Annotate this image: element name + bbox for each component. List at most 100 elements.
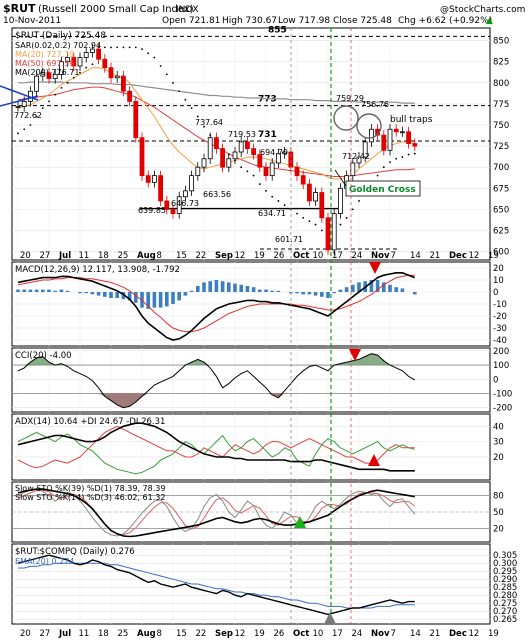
candle-body xyxy=(83,52,89,58)
sar-dot xyxy=(339,223,342,226)
candle-body xyxy=(294,166,300,177)
sar-dot xyxy=(296,212,298,215)
macd-histogram-bar xyxy=(413,292,417,295)
candle-body xyxy=(213,137,219,150)
candle-body xyxy=(151,175,157,183)
x-axis-label-bottom: 27 xyxy=(40,629,51,639)
macd-histogram-bar xyxy=(251,287,256,292)
sar-dot xyxy=(246,170,249,173)
candle-body xyxy=(40,72,46,77)
price-panel-tick-label: 625 xyxy=(493,226,509,236)
macd-histogram-bar xyxy=(65,290,70,292)
macd-histogram-bar xyxy=(233,283,237,292)
candle-body xyxy=(263,166,269,177)
ratio-panel-tick-label: 0.285 xyxy=(493,583,517,593)
price-panel-tick-label: 750 xyxy=(493,121,509,131)
candle-body xyxy=(176,196,182,215)
macd-histogram-bar xyxy=(208,281,212,292)
x-axis-label: 17 xyxy=(332,251,343,261)
ratio-title: $RUT:$COMPQ (Daily) 0.276 xyxy=(15,547,135,557)
price-panel-tick-label: 700 xyxy=(493,163,509,173)
ratio-panel-tick-label: 0.265 xyxy=(493,615,517,625)
x-axis-label-bottom: Oct xyxy=(293,629,309,639)
candle-body xyxy=(127,90,132,102)
red-up-arrow xyxy=(368,454,380,466)
x-axis-label: Jul xyxy=(58,251,71,261)
x-axis-label-bottom: 11 xyxy=(79,629,90,639)
x-axis-label: 10 xyxy=(313,251,324,261)
price-title: $RUT (Daily) 725.48 xyxy=(15,31,106,41)
price-annotation: 663.56 xyxy=(203,190,231,199)
sar-dot xyxy=(308,220,311,223)
x-axis-label-bottom: 22 xyxy=(196,629,207,639)
x-axis-label-bottom: Nov xyxy=(371,629,390,639)
macd-histogram-bar xyxy=(270,290,274,292)
x-axis-label-bottom: Dec xyxy=(449,629,467,639)
macd-histogram-bar xyxy=(34,289,39,292)
ratio-panel: 0.3050.3000.2950.2900.2850.2800.2750.270… xyxy=(11,543,517,625)
macd-histogram-bar xyxy=(189,290,194,292)
macd-histogram-bar xyxy=(127,292,132,301)
candle-body xyxy=(133,100,139,139)
x-axis-label: 27 xyxy=(40,251,51,261)
chart-name: (Russell 2000 Small Cap Index) xyxy=(38,4,194,15)
macd-signal-line xyxy=(17,274,415,333)
x-axis-label: 14 xyxy=(410,251,421,261)
candle-body xyxy=(381,134,387,151)
sar-dot xyxy=(128,46,131,49)
x-axis-label: 22 xyxy=(196,251,207,261)
price-legend-3: MA(200) 776.71 xyxy=(15,68,79,77)
ratio-panel-tick-label: 0.270 xyxy=(493,607,517,617)
x-axis-label: 12 xyxy=(235,251,246,261)
x-axis-label-bottom: 15 xyxy=(176,629,187,639)
sar-dot xyxy=(29,124,32,126)
macd-histogram-bar xyxy=(115,292,119,298)
candle-body xyxy=(21,100,27,107)
sar-dot xyxy=(240,166,243,169)
macd-histogram-bar xyxy=(264,289,268,292)
ratio-panel-tick-label: 0.300 xyxy=(493,559,517,569)
macd-histogram-bar xyxy=(214,280,219,292)
x-axis-label: 8 xyxy=(157,251,162,261)
sar-dot xyxy=(91,63,94,66)
candle-body xyxy=(71,57,77,67)
red-down-arrow xyxy=(349,349,361,361)
sto-panel: 80 50 20 Slow STO %K(39) %D(1) 78.39, 78.39… xyxy=(11,481,504,543)
sar-dot xyxy=(141,48,143,50)
sar-dot xyxy=(147,52,150,55)
sar-dot xyxy=(320,229,323,232)
sto39-line xyxy=(17,488,415,538)
ratio-panel-tick-label: 0.295 xyxy=(493,567,517,577)
price-annotation: 737.64 xyxy=(195,118,223,127)
price-annotation: 719.53 xyxy=(228,130,256,139)
x-axis-label-bottom: 18 xyxy=(98,629,109,639)
price-annotation: 712.42 xyxy=(342,152,370,161)
cci-line xyxy=(17,353,416,409)
candle-body xyxy=(244,141,250,150)
sar-dot xyxy=(190,107,193,110)
macd-histogram-bar xyxy=(320,292,324,297)
golden-cross-box xyxy=(345,180,421,197)
sar-dot xyxy=(203,125,205,128)
ratio-panel-tick-label: 0.280 xyxy=(493,591,517,601)
price-panel-frame xyxy=(11,27,491,261)
candle-body xyxy=(195,166,201,177)
sto-panel-tick-label: 80 xyxy=(493,492,504,502)
sar-dot xyxy=(283,204,286,207)
macd-panel-tick-label: -40 xyxy=(493,336,507,346)
sar-dot xyxy=(376,174,379,177)
candle-body xyxy=(282,151,288,155)
macd-histogram-bar xyxy=(227,282,231,292)
sar-dot xyxy=(382,166,385,169)
macd-histogram-bar xyxy=(239,284,243,292)
green-up-arrow xyxy=(294,516,306,528)
x-axis-label-bottom: Sep xyxy=(215,629,233,639)
macd-histogram-bar xyxy=(382,282,386,292)
candle-body xyxy=(300,175,306,185)
sar-dot xyxy=(351,208,354,211)
bull-trap-circle xyxy=(333,105,359,131)
candle-body xyxy=(257,154,263,168)
candle-body xyxy=(139,137,145,177)
x-axis-label: 21 xyxy=(430,251,441,261)
candle-body xyxy=(189,175,195,192)
